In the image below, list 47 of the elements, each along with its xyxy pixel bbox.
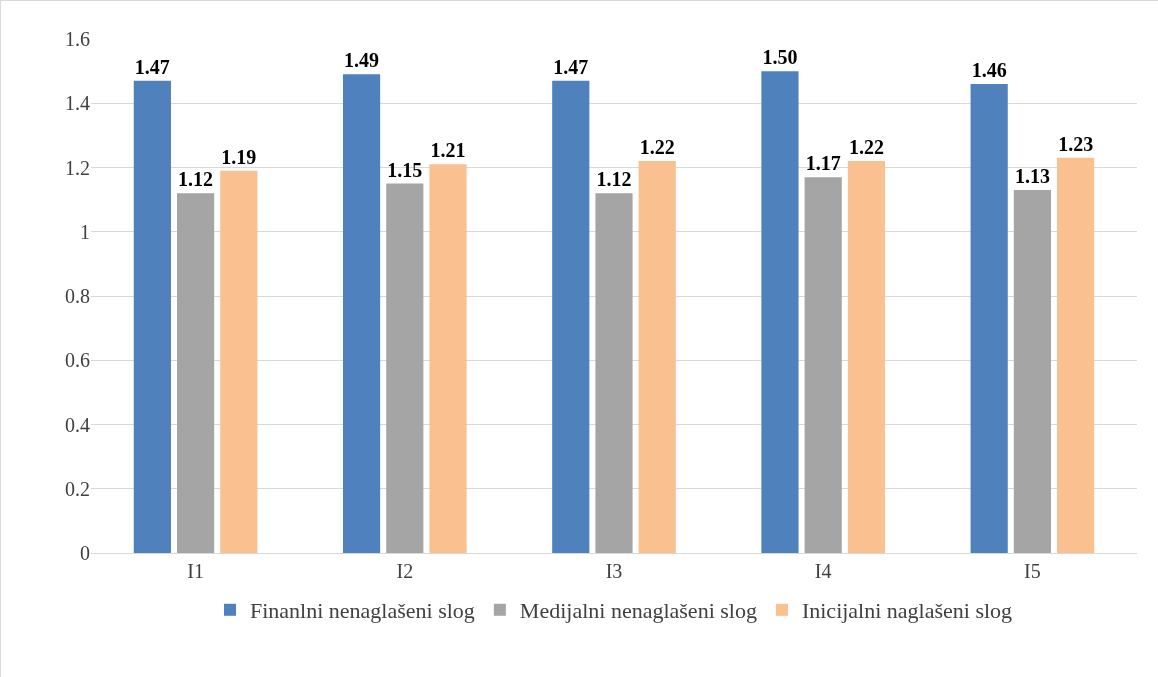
data-label: 1.22 (848, 136, 884, 159)
bar (638, 161, 676, 553)
x-tick-label: I2 (396, 560, 414, 582)
y-tick-label: 1 (80, 220, 90, 243)
y-tick-label: 0 (80, 542, 90, 564)
x-tick-label: I3 (605, 560, 623, 582)
data-label: 1.15 (387, 158, 423, 181)
bar (804, 177, 842, 553)
bar (429, 164, 467, 553)
x-tick-label: I5 (1024, 560, 1041, 582)
bar (220, 170, 258, 553)
bar (386, 183, 424, 553)
bar (595, 193, 633, 553)
bar (1013, 189, 1051, 553)
data-label: 1.47 (553, 55, 589, 78)
y-tick-label: 0.2 (65, 477, 90, 500)
data-label: 1.17 (805, 152, 841, 175)
bar (133, 80, 171, 553)
data-label: 1.12 (596, 168, 632, 191)
data-label: 1.21 (430, 139, 466, 162)
data-label: 1.19 (221, 145, 257, 168)
y-tick-label: 1.4 (65, 92, 90, 115)
bar (970, 83, 1008, 553)
legend-label: Inicijalni naglašeni slog (801, 598, 1013, 624)
bar (847, 161, 886, 553)
y-tick-label: 1.6 (65, 28, 90, 50)
y-tick-label: 0.8 (65, 285, 90, 307)
data-label: 1.47 (134, 55, 170, 78)
bar (552, 80, 590, 553)
bar (177, 193, 215, 553)
legend-label: Medijalni nenaglašeni slog (519, 598, 757, 624)
legend-label: Finanlni nenaglašeni slog (250, 598, 475, 624)
data-label: 1.13 (1014, 164, 1050, 187)
x-tick-label: I1 (187, 560, 204, 582)
data-label: 1.49 (344, 49, 380, 72)
data-label: 1.12 (178, 168, 214, 191)
y-tick-label: 1.2 (65, 156, 90, 179)
y-tick-label: 0.6 (65, 349, 90, 372)
bar (1057, 157, 1095, 553)
bar (342, 74, 381, 553)
y-tick-label: 0.4 (65, 413, 90, 436)
x-tick-label: I4 (814, 560, 832, 582)
data-label: 1.46 (971, 58, 1007, 81)
bar (761, 71, 799, 553)
data-label: 1.50 (762, 46, 798, 69)
data-label: 1.22 (639, 136, 675, 159)
data-label: 1.23 (1058, 132, 1094, 155)
